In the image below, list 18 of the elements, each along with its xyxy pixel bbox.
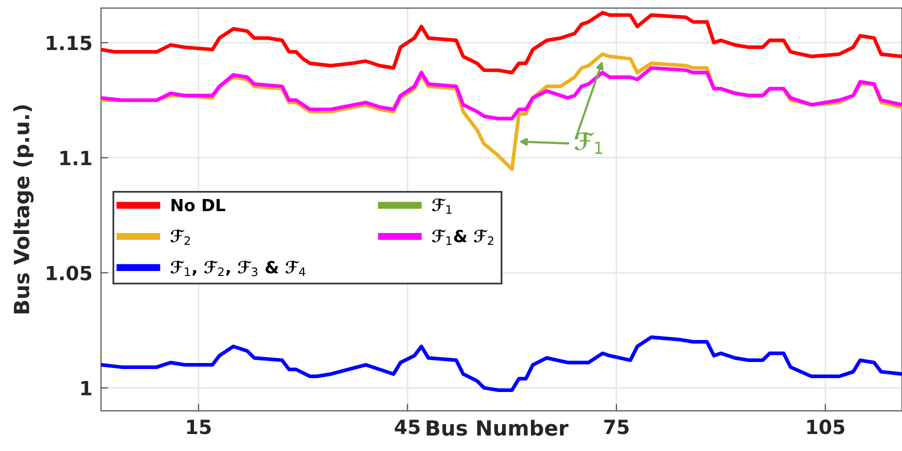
y-tick-label: 1.05 xyxy=(46,266,92,280)
x-axis-title: Bus Number xyxy=(426,420,568,436)
legend-label: ℱ$_{1}$& ℱ$_{2}$ xyxy=(432,229,494,245)
legend-label: ℱ$_{1}$, ℱ$_{2}$, ℱ$_{3}$ & ℱ$_{4}$ xyxy=(170,260,306,276)
y-tick-label: 1.1 xyxy=(60,150,92,166)
line-series xyxy=(101,335,902,392)
x-tick-label: 105 xyxy=(807,420,844,434)
x-tick-label: 15 xyxy=(187,420,211,434)
line-series xyxy=(101,10,902,74)
legend-label: ℱ$_{1}$ xyxy=(432,198,452,214)
line-series xyxy=(101,66,902,120)
x-tick-label: 75 xyxy=(604,420,629,434)
x-tick-label: 45 xyxy=(394,420,420,434)
legend-label: ℱ$_{2}$ xyxy=(170,229,190,245)
y-tick-label: 1 xyxy=(81,381,92,396)
y-tick-label: 1.15 xyxy=(46,36,92,50)
legend-label: No DL xyxy=(172,199,226,212)
y-axis-title: Bus Voltage (p.u.) xyxy=(13,105,34,314)
